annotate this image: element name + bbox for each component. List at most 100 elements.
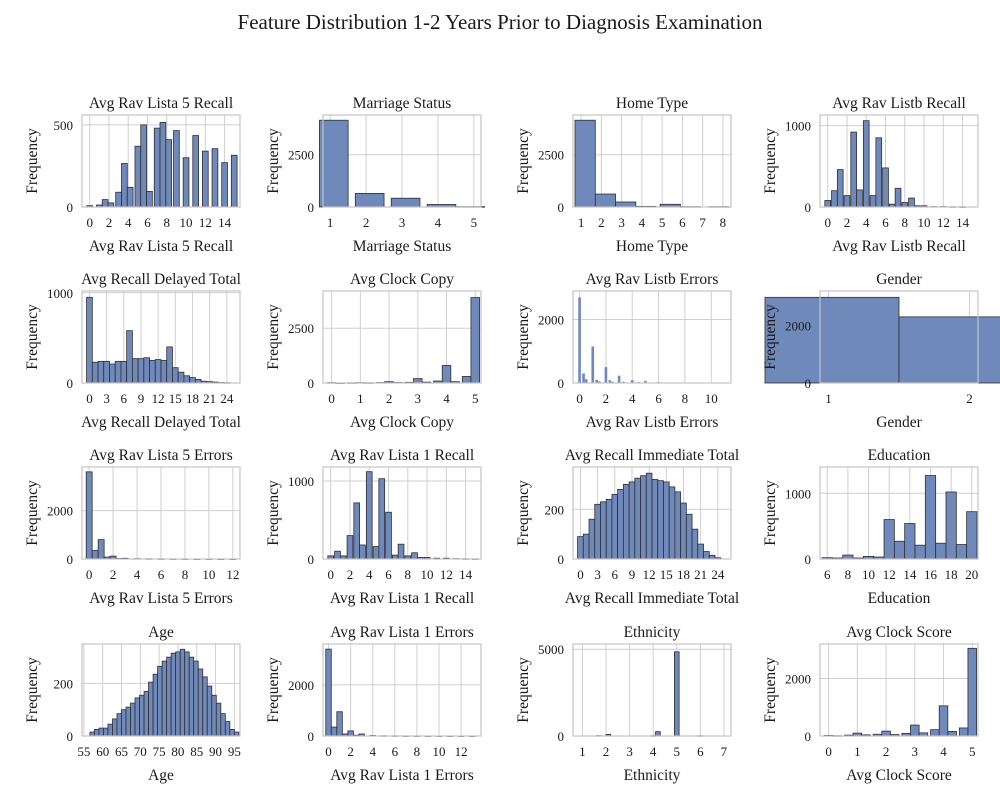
- subplot-title: Home Type: [616, 95, 688, 112]
- bar: [764, 296, 900, 384]
- y-tick-label: 2000: [785, 672, 811, 687]
- bar: [121, 709, 127, 737]
- bar: [126, 330, 133, 384]
- plot-frame: [81, 290, 241, 384]
- x-tick-label: 10: [433, 744, 446, 759]
- bar: [197, 668, 204, 737]
- x-tick-label: 4: [650, 744, 657, 759]
- bar: [220, 713, 226, 737]
- bar: [856, 189, 863, 208]
- plot-frame: [572, 466, 732, 560]
- bar: [869, 195, 877, 208]
- bar: [173, 130, 180, 208]
- bar: [938, 705, 949, 737]
- y-tick-label: 2000: [785, 319, 811, 334]
- subplot-education: 6 8 10 12 14 16 18 20 0 1000 Education Education Fre…: [762, 447, 979, 607]
- bar: [875, 137, 883, 208]
- bar: [365, 471, 373, 560]
- x-tick-label: 6: [392, 744, 399, 759]
- bar: [134, 697, 140, 737]
- x-tick-label: 21: [203, 391, 216, 406]
- bar: [211, 694, 217, 737]
- bar: [691, 528, 699, 560]
- x-tick-label: 3: [415, 391, 422, 406]
- x-tick-label: 2: [347, 567, 354, 582]
- bar: [109, 363, 116, 384]
- x-tick-label: 4: [863, 215, 870, 230]
- figure-title: Feature Distribution 1-2 Years Prior to …: [237, 10, 763, 34]
- y-tick-label: 0: [308, 376, 315, 391]
- y-axis-label: Frequency: [24, 657, 41, 723]
- x-tick-label: 18: [186, 391, 199, 406]
- y-tick-label: 0: [308, 729, 315, 744]
- bar: [346, 535, 354, 560]
- bar: [107, 723, 113, 737]
- bar: [600, 501, 607, 560]
- y-axis-label: Frequency: [515, 657, 532, 723]
- plot-frame: [81, 466, 241, 560]
- y-tick-label: 2500: [288, 148, 314, 163]
- bar: [935, 542, 947, 560]
- x-tick-label: 55: [77, 744, 90, 759]
- bar: [591, 346, 595, 383]
- bar: [193, 660, 199, 737]
- bar: [703, 551, 710, 560]
- x-axis-label: Avg Recall Immediate Total: [565, 590, 739, 607]
- bar: [206, 685, 213, 737]
- y-tick-label: 1000: [785, 486, 811, 501]
- bar: [640, 475, 647, 560]
- bar: [615, 201, 637, 208]
- y-tick-label: 1000: [785, 119, 811, 134]
- bar: [148, 681, 154, 737]
- x-tick-label: 12: [199, 215, 212, 230]
- x-tick-label: 6: [158, 567, 165, 582]
- bar: [577, 536, 584, 560]
- bar: [101, 199, 109, 208]
- x-tick-label: 21: [694, 567, 707, 582]
- y-axis-label: Frequency: [265, 304, 282, 370]
- bar: [97, 539, 105, 560]
- bar: [224, 721, 231, 737]
- x-tick-label: 10: [202, 567, 215, 582]
- subplot-title: Age: [148, 624, 174, 641]
- x-axis-label: Avg Rav Listb Errors: [586, 414, 719, 431]
- x-tick-label: 1: [825, 391, 832, 406]
- x-axis-label: Avg Rav Lista 5 Errors: [89, 590, 233, 607]
- x-tick-label: 6: [385, 567, 392, 582]
- bar: [630, 380, 634, 383]
- x-tick-label: 2: [347, 744, 354, 759]
- x-tick-label: 4: [629, 391, 636, 406]
- y-axis-label: Frequency: [515, 480, 532, 546]
- bar: [91, 550, 99, 560]
- y-tick-label: 0: [558, 552, 565, 567]
- x-tick-label: 4: [435, 215, 442, 230]
- x-tick-label: 8: [682, 391, 689, 406]
- bar: [901, 202, 909, 208]
- y-axis-label: Frequency: [515, 304, 532, 370]
- subplot-title: Ethnicity: [624, 624, 681, 641]
- x-tick-label: 75: [153, 744, 166, 759]
- x-tick-label: 2: [603, 391, 610, 406]
- x-tick-label: 7: [721, 744, 728, 759]
- x-tick-label: 10: [918, 215, 931, 230]
- bar: [862, 120, 870, 208]
- bar: [611, 493, 619, 560]
- x-tick-label: 10: [705, 391, 718, 406]
- subplot-avg-rav-listb-errors: 0 2 4 6 8 10 0 2000 Avg Rav Listb Errors Avg Rav …: [515, 271, 732, 431]
- x-tick-label: 9: [629, 567, 636, 582]
- bar: [91, 361, 99, 384]
- y-tick-label: 0: [805, 729, 812, 744]
- bar: [182, 157, 190, 208]
- bar: [574, 119, 596, 208]
- bar: [882, 167, 889, 208]
- bar: [126, 186, 134, 208]
- bar: [924, 475, 937, 560]
- y-tick-label: 2500: [538, 148, 564, 163]
- bar: [221, 162, 228, 208]
- y-tick-label: 0: [67, 200, 74, 215]
- x-tick-label: 8: [405, 567, 412, 582]
- x-tick-label: 70: [134, 744, 147, 759]
- subplot-ethnicity: 1 2 3 4 5 6 7 0 5000 Ethnicity Ethnicity Frequency: [515, 624, 732, 784]
- bar: [894, 187, 902, 208]
